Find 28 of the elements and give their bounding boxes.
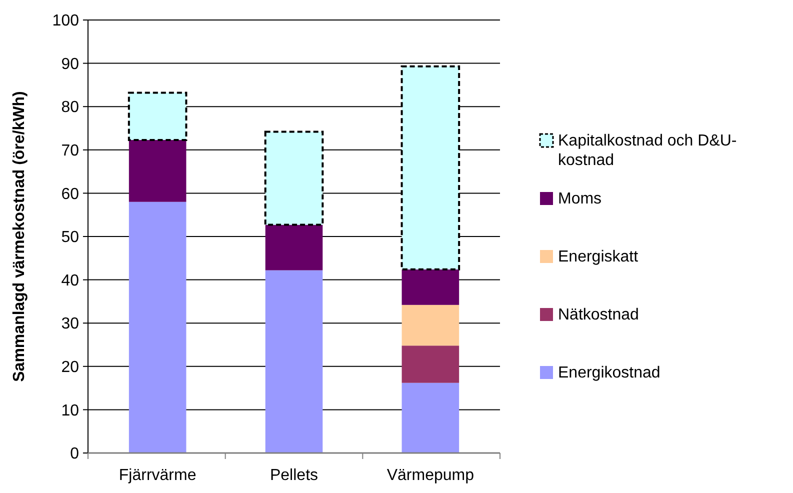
bar — [128, 140, 186, 202]
y-tick-label: 80 — [61, 99, 80, 116]
y-tick-label: 10 — [61, 402, 80, 420]
y-tick-label: 70 — [61, 142, 80, 160]
y-tick-label: 20 — [61, 359, 80, 376]
bar — [265, 270, 323, 453]
bar — [265, 224, 323, 270]
x-tick-label: Fjärrvärme — [118, 467, 196, 484]
y-tick-label: 100 — [52, 12, 80, 30]
bar — [402, 269, 460, 305]
bar — [128, 202, 186, 453]
legend-label: Energiskatt — [558, 248, 639, 266]
bar — [402, 382, 460, 453]
y-tick-label: 30 — [61, 316, 80, 333]
y-axis-title: Sammanlagd värmekostnad (öre/kWh) — [11, 91, 28, 382]
x-tick-label: Pellets — [270, 467, 318, 484]
y-tick-label: 90 — [61, 56, 80, 73]
bar — [402, 346, 460, 383]
y-tick-label: 40 — [61, 272, 80, 290]
y-tick-label: 0 — [70, 446, 80, 463]
y-tick-label: 50 — [61, 229, 80, 246]
legend-label: Energikostnad — [558, 364, 660, 382]
x-tick-label: Värmepump — [386, 467, 474, 484]
legend-label: Moms — [558, 190, 602, 208]
y-tick-label: 60 — [61, 186, 80, 203]
bar — [402, 304, 460, 346]
legend-label: Nätkostnad — [558, 306, 639, 324]
legend-label: Kapitalkostnad och D&U-kostnad — [558, 132, 737, 169]
